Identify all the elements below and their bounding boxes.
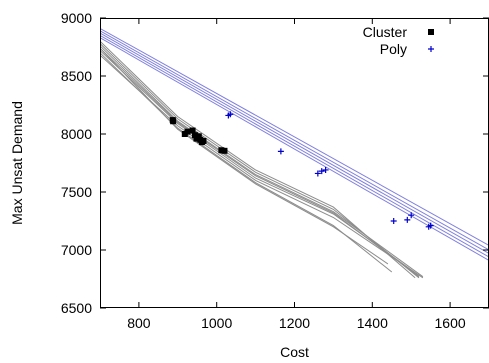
poly-point-3 xyxy=(314,170,321,177)
poly-curve-3 xyxy=(100,30,489,251)
cluster-point-12 xyxy=(221,147,228,154)
poly-point-7 xyxy=(404,216,411,223)
x-axis-label: Cost xyxy=(280,344,309,360)
cluster-curve-2 xyxy=(100,50,420,276)
poly-curve-1 xyxy=(100,34,489,258)
x-tick-label-1000: 1000 xyxy=(201,315,232,331)
cluster-point-1 xyxy=(170,118,177,125)
cluster-curve-6 xyxy=(100,54,424,279)
x-tick-label-800: 800 xyxy=(127,315,151,331)
poly-curve-2 xyxy=(100,32,489,254)
legend-poly-label: Poly xyxy=(380,41,407,57)
y-tick-label-6500: 6500 xyxy=(61,300,92,316)
legend-cluster-marker xyxy=(428,29,434,35)
points-layer xyxy=(169,111,434,230)
cluster-curve-1 xyxy=(100,52,393,273)
cluster-curve-0 xyxy=(100,47,389,265)
poly-point-2 xyxy=(277,148,284,155)
legend-cluster-label: Cluster xyxy=(363,24,408,40)
cluster-point-10 xyxy=(200,137,207,144)
y-tick-label-8000: 8000 xyxy=(61,126,92,142)
poly-curve-0 xyxy=(100,37,489,261)
cluster-point-4 xyxy=(189,127,196,134)
poly-point-8 xyxy=(408,212,415,219)
poly-point-10 xyxy=(427,222,434,229)
x-tick-label-1200: 1200 xyxy=(279,315,310,331)
x-tick-label-1400: 1400 xyxy=(357,315,388,331)
legend-poly-marker xyxy=(428,46,434,52)
y-tick-label-7000: 7000 xyxy=(61,242,92,258)
poly-point-6 xyxy=(390,218,397,224)
legend: Cluster Poly xyxy=(363,24,434,57)
y-axis-label: Max Unsat Demand xyxy=(9,101,25,225)
curves-layer xyxy=(100,27,489,279)
y-tick-label-8500: 8500 xyxy=(61,68,92,84)
x-tick-label-1600: 1600 xyxy=(435,315,466,331)
cluster-point-5 xyxy=(191,132,198,139)
cluster-point-11 xyxy=(218,147,225,154)
poly-point-4 xyxy=(318,168,325,175)
cluster-point-7 xyxy=(195,133,202,140)
cluster-curve-5 xyxy=(100,40,416,279)
cluster-point-3 xyxy=(184,128,191,135)
cluster-curve-7 xyxy=(100,47,420,278)
y-tick-label-9000: 9000 xyxy=(61,10,92,26)
poly-point-5 xyxy=(322,166,329,173)
poly-point-1 xyxy=(227,111,234,118)
legend-poly-plus xyxy=(428,46,434,52)
ticks-layer: 800 1000 1200 1400 1600 6500 7000 7500 8000 8500 9… xyxy=(61,10,489,331)
y-tick-label-7500: 7500 xyxy=(61,184,92,200)
poly-curve-4 xyxy=(100,27,489,246)
plot-frame xyxy=(100,18,489,308)
